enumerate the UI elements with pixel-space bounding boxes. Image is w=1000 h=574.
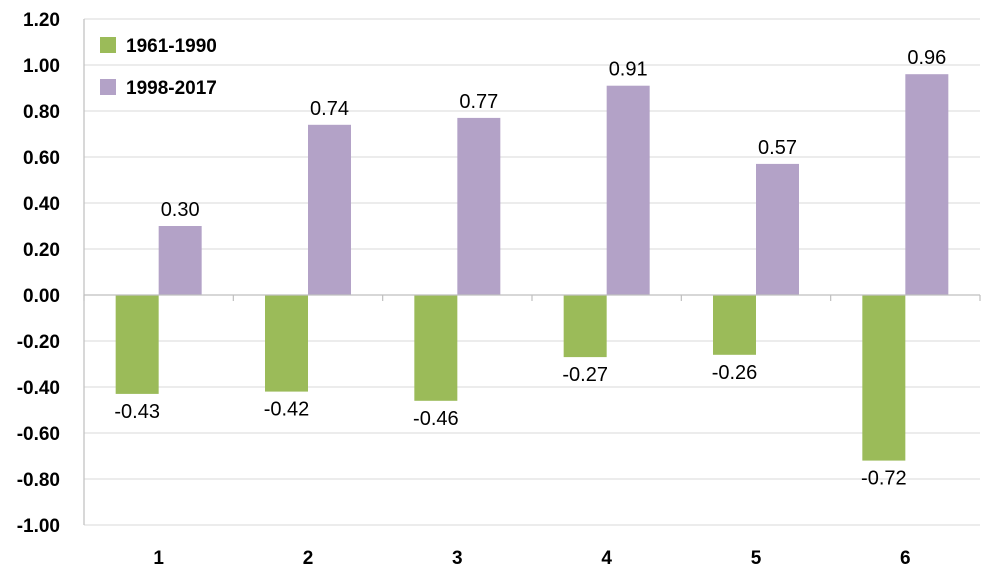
bar-1961-1990-4: [563, 295, 607, 358]
data-label: -0.26: [712, 362, 758, 384]
data-label: -0.72: [861, 468, 907, 490]
x-tick-label: 2: [303, 548, 314, 569]
x-tick-label: 6: [900, 548, 911, 569]
data-label: 0.30: [161, 199, 200, 221]
legend: 1961-1990 1998-2017: [100, 36, 217, 99]
y-tick-label: -0.80: [17, 470, 60, 491]
bar-1998-2017-3: [457, 117, 501, 296]
bar-1961-1990-5: [713, 295, 756, 355]
bar-1998-2017-1: [158, 226, 202, 295]
y-tick-label: 0.20: [23, 240, 60, 261]
data-label: 0.96: [907, 47, 946, 69]
gridlines: [84, 18, 980, 526]
data-label: 0.57: [758, 137, 797, 159]
legend-label-1961-1990: 1961-1990: [126, 36, 217, 57]
bar-1998-2017-6: [905, 74, 949, 295]
data-label: 0.77: [459, 91, 498, 113]
y-tick-label: 0.80: [23, 102, 60, 123]
legend-label-1998-2017: 1998-2017: [126, 78, 217, 99]
bar-1961-1990-1: [115, 295, 159, 394]
bars: [115, 74, 949, 461]
legend-swatch-1961-1990: [100, 37, 116, 53]
data-label: -0.43: [114, 401, 160, 423]
bar-1998-2017-4: [606, 85, 650, 295]
y-tick-label: -0.60: [17, 424, 60, 445]
y-tick-label: -0.40: [17, 378, 60, 399]
bar-1998-2017-5: [756, 163, 799, 295]
legend-swatch-1998-2017: [100, 79, 116, 95]
x-tick-label: 3: [452, 548, 463, 569]
y-tick-label: -0.20: [17, 332, 60, 353]
y-tick-label: 1.00: [23, 56, 60, 77]
y-tick-label: -1.00: [17, 516, 60, 537]
y-tick-label: 0.60: [23, 148, 60, 169]
x-tick-label: 1: [153, 548, 164, 569]
data-label: -0.46: [413, 408, 459, 430]
y-tick-label: 0.40: [23, 194, 60, 215]
bar-1961-1990-2: [265, 295, 308, 392]
data-labels: -0.43 0.30 -0.42 0.74 -0.46 0.77 -0.27 0.91 -0.2…: [114, 47, 946, 489]
data-label: 0.91: [609, 59, 648, 81]
y-tick-label: 1.20: [23, 10, 60, 31]
x-tick-label: 4: [601, 548, 612, 569]
data-label: -0.42: [264, 399, 310, 421]
y-tick-label: 0.00: [23, 286, 60, 307]
axes: -1.00 -0.80 -0.60 -0.40 -0.20 0.00 0.20 0.40 0.6…: [17, 10, 981, 569]
bar-1961-1990-6: [862, 295, 906, 461]
bar-1961-1990-3: [414, 295, 458, 401]
x-tick-label: 5: [751, 548, 762, 569]
data-label: -0.27: [562, 364, 608, 386]
bar-1998-2017-2: [308, 124, 351, 295]
data-label: 0.74: [310, 98, 349, 120]
